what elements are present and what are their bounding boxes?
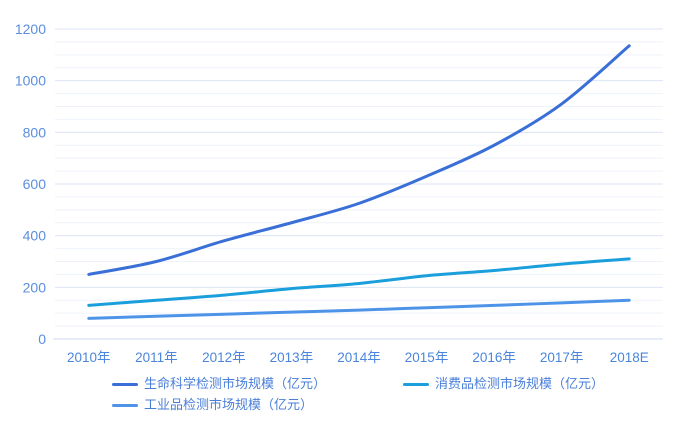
- x-axis-tick-label: 2013年: [270, 350, 314, 365]
- legend-label: 消费品检测市场规模（亿元）: [435, 376, 605, 391]
- x-axis-tick-label: 2017年: [540, 350, 584, 365]
- legend-item-2[interactable]: 工业品检测市场规模（亿元）: [112, 396, 403, 414]
- legend-label: 工业品检测市场规模（亿元）: [144, 397, 314, 412]
- x-axis-tick-label: 2015年: [405, 350, 449, 365]
- x-axis-tick-label: 2016年: [472, 350, 516, 365]
- legend-line-marker: [403, 382, 429, 386]
- chart-legend: 生命科学检测市场规模（亿元） 消费品检测市场规模（亿元） 工业品检测市场规模（亿元）: [112, 375, 604, 414]
- y-axis-tick-label: 0: [38, 331, 46, 347]
- legend-label: 生命科学检测市场规模（亿元）: [144, 376, 327, 391]
- x-axis-tick-label: 2010年: [67, 350, 111, 365]
- y-axis-tick-label: 1200: [15, 21, 46, 37]
- y-axis-tick-label: 1000: [15, 73, 46, 89]
- series-line-0: [87, 44, 631, 276]
- x-axis-tick-label: 2014年: [337, 350, 381, 365]
- x-axis-tick-label: 2012年: [202, 350, 246, 365]
- y-axis-tick-label: 600: [23, 176, 47, 192]
- legend-line-marker: [112, 382, 138, 386]
- y-axis-tick-label: 800: [23, 124, 47, 140]
- x-axis-tick-label: 2018E: [610, 350, 649, 365]
- legend-line-marker: [112, 403, 138, 407]
- legend-item-0[interactable]: 生命科学检测市场规模（亿元）: [112, 375, 403, 393]
- legend-item-1[interactable]: 消费品检测市场规模（亿元）: [403, 375, 604, 393]
- y-axis-tick-label: 400: [23, 228, 47, 244]
- series-line-1: [87, 257, 631, 307]
- x-axis-tick-label: 2011年: [135, 350, 178, 365]
- y-axis-tick-label: 200: [23, 279, 47, 295]
- series-line-2: [87, 298, 631, 320]
